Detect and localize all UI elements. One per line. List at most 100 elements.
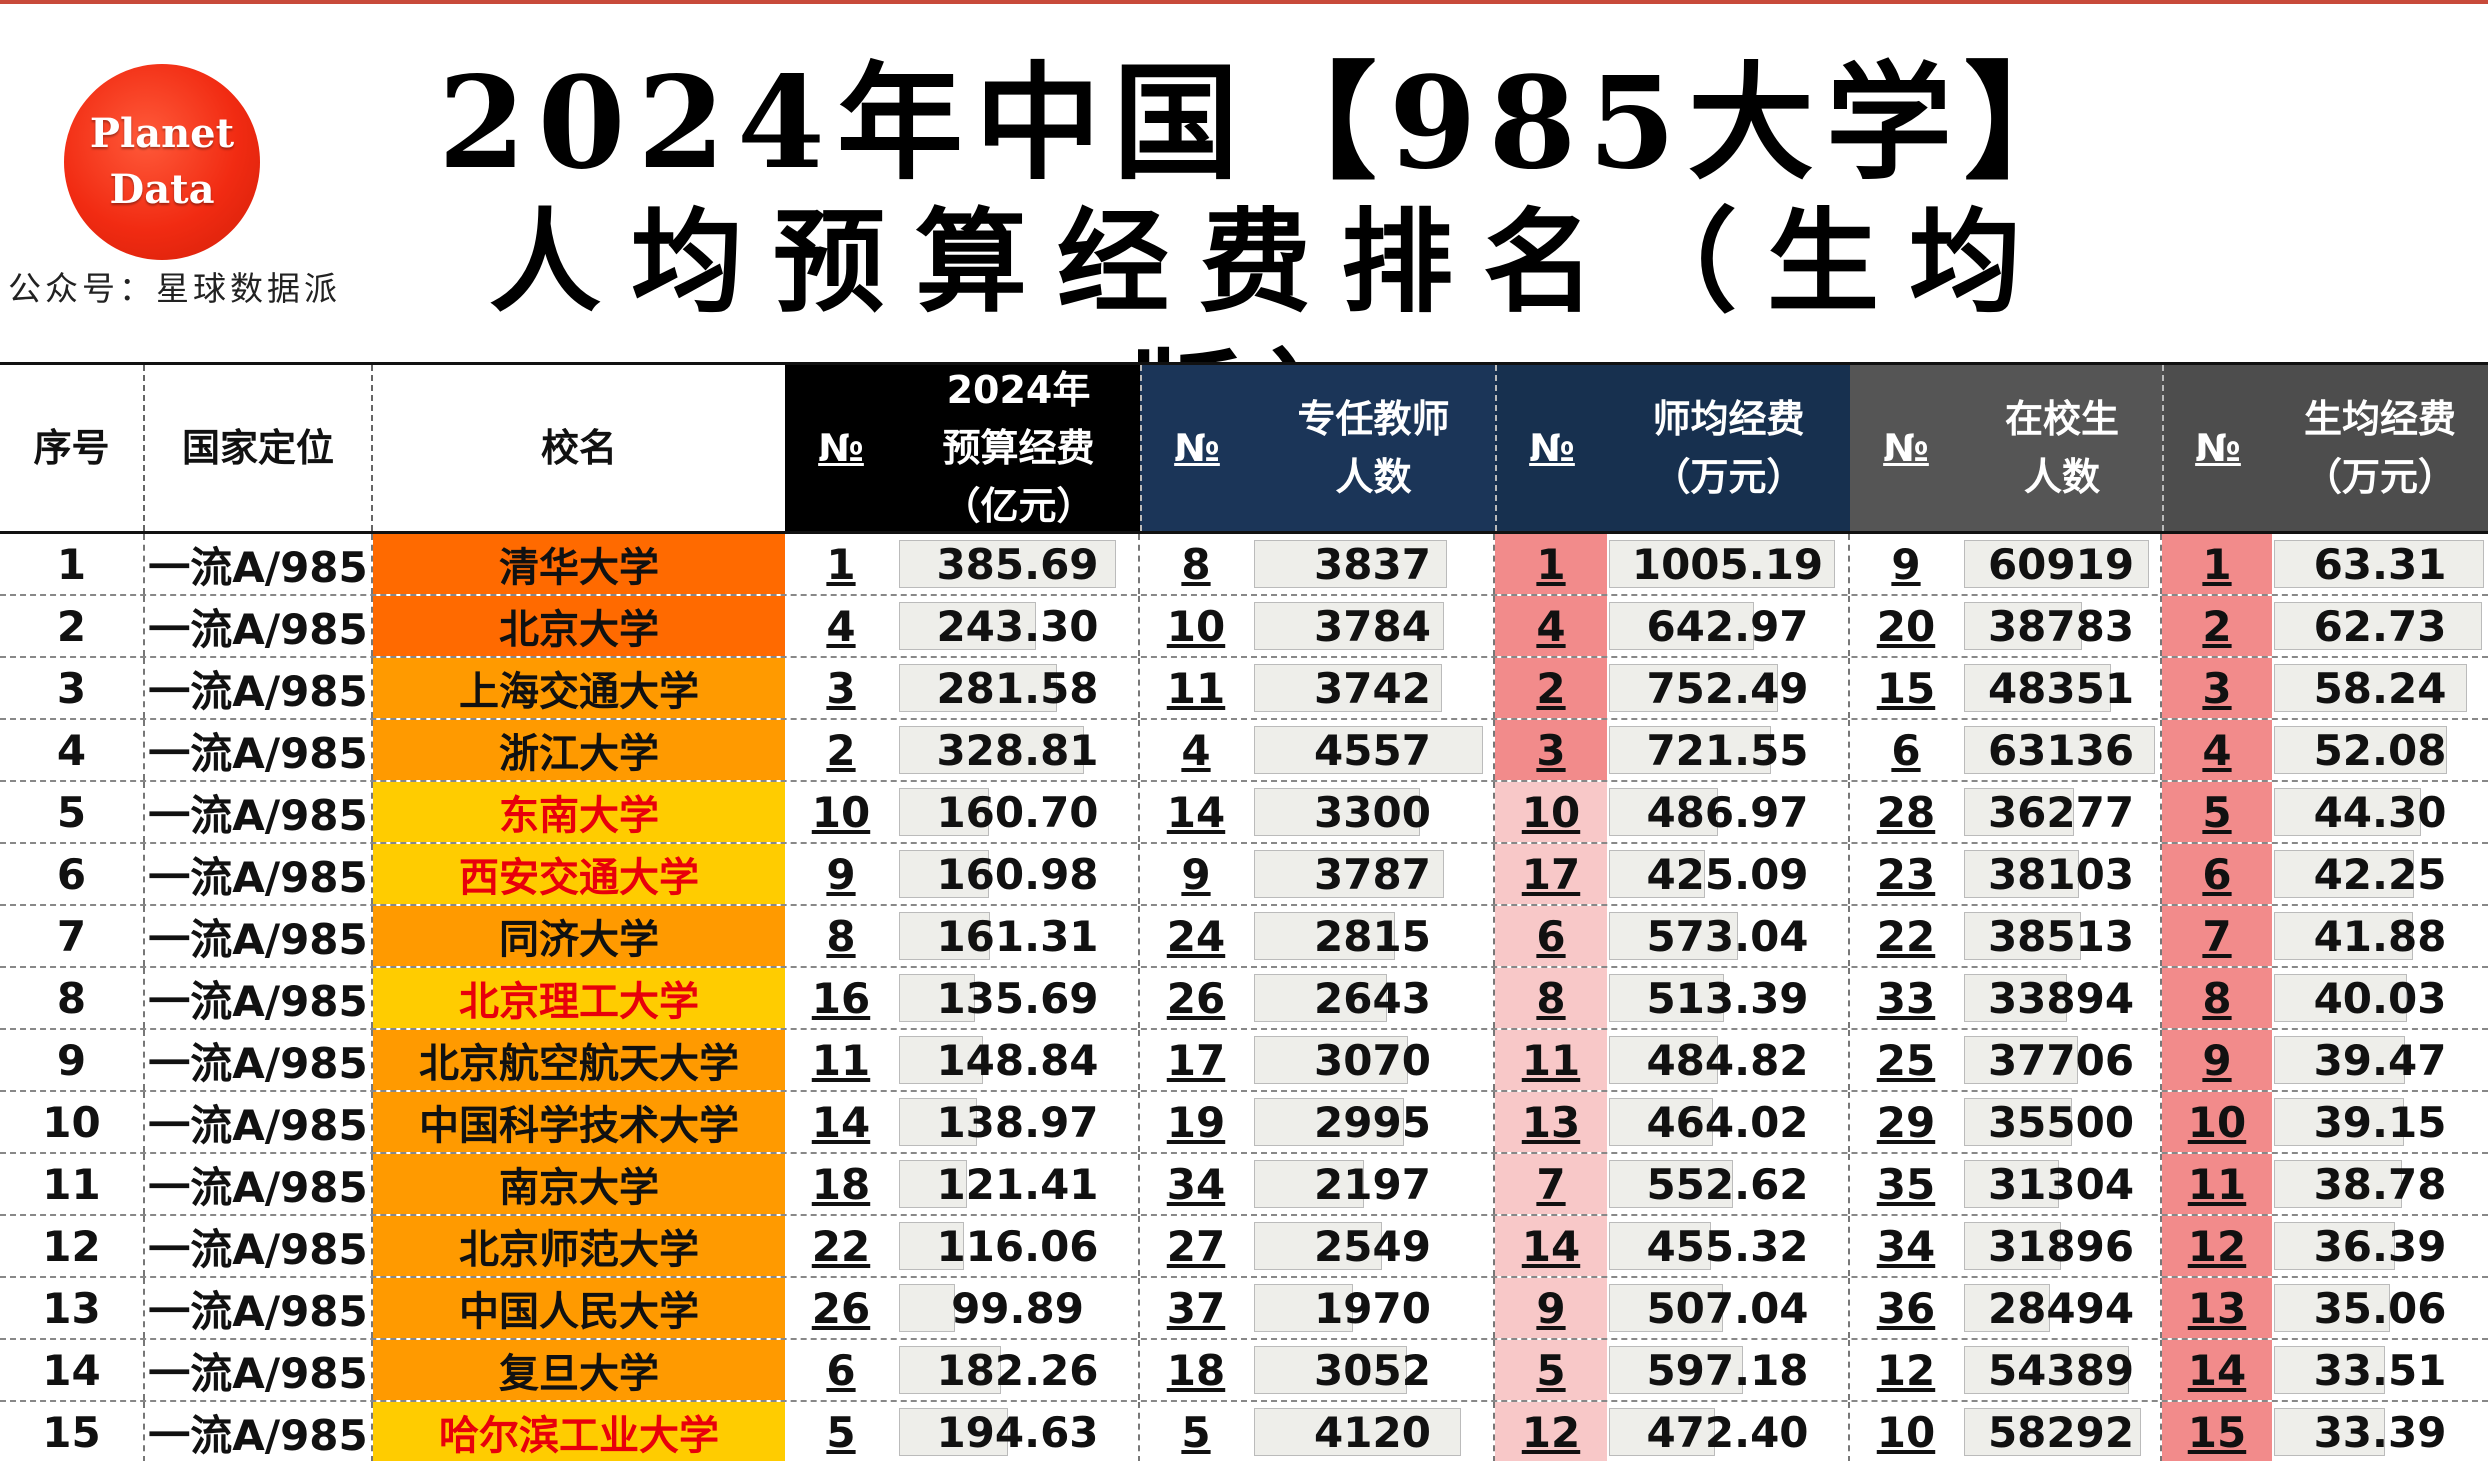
row-per-teacher-rank: 12 <box>1495 1402 1607 1461</box>
row-per-student-bar <box>2274 664 2467 712</box>
row-students-rank: 35 <box>1876 1159 1936 1209</box>
header-teachers: 专任教师 人数 <box>1252 365 1495 531</box>
row-teachers: 3784 <box>1252 596 1495 656</box>
row-teachers: 2643 <box>1252 968 1495 1028</box>
row-per-student-rank: 9 <box>2162 1030 2272 1090</box>
row-teachers: 3070 <box>1252 1030 1495 1090</box>
row-per-student: 42.25 <box>2272 844 2488 904</box>
row-students-bar <box>1964 602 2082 650</box>
row-per-student-value: 40.03 <box>2313 973 2447 1023</box>
row-school-name: 北京航空航天大学 <box>373 1030 785 1090</box>
table-row: 6 一流A/985 西安交通大学 9 160.98 9 3787 17 425.09 23 3810… <box>0 844 2488 906</box>
row-teachers-rank: 26 <box>1166 973 1226 1023</box>
row-per-student-bar <box>2274 850 2414 898</box>
row-per-student: 39.47 <box>2272 1030 2488 1090</box>
table-row: 8 一流A/985 北京理工大学 16 135.69 26 2643 8 513.39 33 338… <box>0 968 2488 1030</box>
row-per-teacher-bar <box>1609 912 1738 960</box>
row-teachers-rank: 4 <box>1181 725 1211 775</box>
row-per-student-bar <box>2274 1222 2395 1270</box>
row-teachers-rank: 34 <box>1166 1159 1226 1209</box>
row-budget-value: 138.97 <box>936 1097 1099 1147</box>
row-per-student: 40.03 <box>2272 968 2488 1028</box>
row-per-teacher-bar <box>1609 726 1771 774</box>
row-index: 2 <box>0 596 145 656</box>
row-students-value: 28494 <box>1987 1283 2135 1333</box>
table-row: 15 一流A/985 哈尔滨工业大学 5 194.63 5 4120 12 472.40 10 58… <box>0 1402 2488 1461</box>
row-teachers-bar <box>1254 1284 1353 1332</box>
row-budget: 328.81 <box>897 720 1140 780</box>
row-teachers-bar <box>1254 850 1444 898</box>
row-budget-bar <box>899 1160 967 1208</box>
header-index: 序号 <box>0 365 145 531</box>
row-budget-bar <box>899 540 1116 588</box>
row-budget: 160.70 <box>897 782 1140 842</box>
row-teachers: 2815 <box>1252 906 1495 966</box>
header-budget-rank: № <box>785 365 897 531</box>
row-per-teacher-value: 425.09 <box>1646 849 1809 899</box>
row-students-rank: 9 <box>1891 539 1921 589</box>
row-students-value: 31896 <box>1987 1221 2135 1271</box>
row-position: 一流A/985 <box>145 720 373 780</box>
row-per-student: 36.39 <box>2272 1216 2488 1276</box>
row-position: 一流A/985 <box>145 1340 373 1400</box>
row-per-student: 33.39 <box>2272 1402 2488 1461</box>
row-budget: 385.69 <box>897 534 1140 594</box>
row-teachers: 4120 <box>1252 1402 1495 1461</box>
row-budget: 160.98 <box>897 844 1140 904</box>
row-teachers-rank: 37 <box>1166 1283 1226 1333</box>
planet-data-logo: Planet Data <box>64 64 260 260</box>
row-budget-rank: 18 <box>811 1159 871 1209</box>
row-per-teacher-rank: 6 <box>1495 906 1607 966</box>
row-per-teacher-rank: 3 <box>1495 720 1607 780</box>
row-students-value: 37706 <box>1987 1035 2135 1085</box>
row-budget-bar <box>899 974 975 1022</box>
row-per-teacher: 425.09 <box>1607 844 1850 904</box>
row-students-bar <box>1964 912 2081 960</box>
row-per-student-value: 58.24 <box>2313 663 2447 713</box>
row-students-rank: 10 <box>1876 1407 1936 1457</box>
row-teachers-value: 2995 <box>1314 1097 1431 1147</box>
row-budget-bar <box>899 1036 983 1084</box>
row-per-teacher-rank: 8 <box>1495 968 1607 1028</box>
row-students-rank: 20 <box>1876 601 1936 651</box>
row-per-teacher-bar <box>1609 540 1835 588</box>
row-per-teacher: 472.40 <box>1607 1402 1850 1461</box>
page-title-line1: 2024年中国【985大学】 <box>438 49 2102 197</box>
row-students-value: 58292 <box>1987 1407 2135 1457</box>
header-teachers-rank: № <box>1140 365 1252 531</box>
row-teachers-value: 3837 <box>1314 539 1431 589</box>
row-budget: 99.89 <box>897 1278 1140 1338</box>
row-index: 1 <box>0 534 145 594</box>
row-students-value: 31304 <box>1987 1159 2135 1209</box>
row-budget: 121.41 <box>897 1154 1140 1214</box>
row-teachers: 3052 <box>1252 1340 1495 1400</box>
row-per-teacher-rank: 2 <box>1495 658 1607 718</box>
row-per-student-bar <box>2274 726 2447 774</box>
row-budget-rank: 22 <box>811 1221 871 1271</box>
row-per-teacher-value: 464.02 <box>1646 1097 1809 1147</box>
row-budget-bar <box>899 664 1057 712</box>
row-students-bar <box>1964 1284 2050 1332</box>
header-students: 在校生 人数 <box>1962 365 2162 531</box>
row-per-student-bar <box>2274 1408 2385 1456</box>
ranking-table: 序号 国家定位 校名 № 2024年 预算经费 （亿元） № 专任教师 人数 №… <box>0 362 2488 1461</box>
row-students: 38783 <box>1962 596 2162 656</box>
row-students: 38513 <box>1962 906 2162 966</box>
row-per-student-value: 44.30 <box>2313 787 2447 837</box>
row-budget-rank: 10 <box>811 787 871 837</box>
row-budget-value: 243.30 <box>936 601 1099 651</box>
row-index: 4 <box>0 720 145 780</box>
row-budget-rank: 11 <box>811 1035 871 1085</box>
row-per-student-bar <box>2274 602 2482 650</box>
row-per-teacher-bar <box>1609 1160 1733 1208</box>
row-per-student-rank: 13 <box>2162 1278 2272 1338</box>
table-row: 12 一流A/985 北京师范大学 22 116.06 27 2549 14 455.32 34 3… <box>0 1216 2488 1278</box>
row-teachers-value: 1970 <box>1314 1283 1431 1333</box>
row-students-bar <box>1964 1222 2061 1270</box>
header-school-name: 校名 <box>540 426 617 470</box>
row-per-teacher-rank: 4 <box>1495 596 1607 656</box>
row-per-teacher-rank: 13 <box>1495 1092 1607 1152</box>
row-students: 36277 <box>1962 782 2162 842</box>
row-school-name: 中国人民大学 <box>373 1278 785 1338</box>
header-students-rank: № <box>1850 365 1962 531</box>
